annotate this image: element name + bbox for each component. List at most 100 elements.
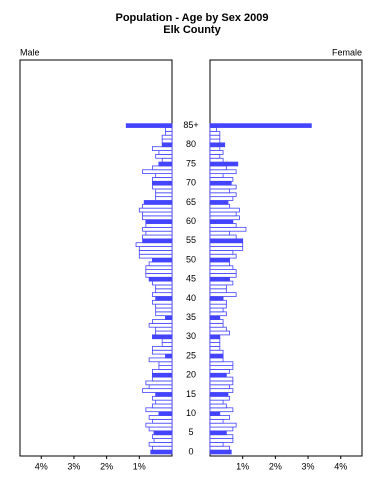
bar [209,150,224,155]
chart-subtitle: Elk County [163,24,221,36]
legend-female: Female [332,47,362,57]
x-tick-label: 3% [67,461,80,471]
bar [209,441,224,447]
bar [209,430,227,436]
bar [209,192,237,198]
bar [161,134,173,140]
bar [148,357,173,363]
bar [209,315,221,320]
bar [209,361,234,367]
bar [155,288,173,294]
age-label: 80 [186,139,196,149]
bar [142,388,173,393]
bar [142,169,173,174]
bar [151,319,173,324]
x-tick-label: 2% [269,461,282,471]
bar [209,169,237,174]
bar [209,280,234,286]
bar [155,188,173,194]
bar [145,265,173,271]
bar [209,449,232,455]
bar [161,157,173,163]
bar [209,196,234,201]
bar [209,138,221,144]
bar [155,153,173,159]
bar [209,180,232,186]
bar [145,422,173,428]
bar [143,200,173,205]
bar [209,349,224,355]
age-label: 50 [186,254,196,264]
bar [209,311,227,317]
bar [161,142,173,148]
bar [148,322,173,328]
bar [209,384,231,390]
bar [138,246,173,251]
bar [151,349,173,355]
bar [209,284,227,290]
bar [165,353,173,359]
legend-male: Male [20,47,40,57]
bar [209,226,247,232]
bar [161,138,173,144]
bar [209,403,227,409]
bar [155,330,173,336]
bar [158,161,173,167]
bar [151,180,173,186]
bar [158,361,173,367]
bar [209,353,224,359]
bar [155,284,173,290]
bar [209,265,234,271]
age-label: 20 [186,370,196,380]
bar [209,123,312,128]
bar [155,392,173,397]
bar [158,411,173,416]
bar [209,357,224,363]
bar [209,173,224,178]
bar [151,369,173,374]
bar [153,438,173,443]
bar [151,445,173,451]
bar [209,127,217,132]
bar [209,345,221,351]
bar [209,273,237,278]
bar [209,246,244,251]
bar [209,399,224,405]
bar [209,395,231,401]
bar [155,192,173,198]
bar [209,426,234,432]
bar [155,196,173,201]
age-label: 45 [186,274,196,284]
x-tick-label: 2% [100,461,113,471]
bar [209,184,237,190]
bar [209,238,244,244]
bar [209,434,234,439]
bar [209,165,227,171]
bar [209,269,237,274]
bar [148,384,173,390]
age-label: 85+ [183,120,198,130]
bar [209,188,231,194]
bar [209,307,224,313]
bar [209,207,240,213]
bar [165,315,173,320]
bar [209,418,224,424]
bar [209,369,231,374]
bar [158,365,173,370]
bar [209,326,227,332]
x-tick-label: 4% [334,461,347,471]
bar [135,242,173,247]
bar [138,249,173,255]
age-label: 30 [186,331,196,341]
bar [209,161,239,167]
bar [209,223,237,228]
bar [155,296,173,301]
bar [209,319,224,324]
bar [209,411,221,416]
bar [155,311,173,317]
bar [151,434,173,439]
bar [165,130,173,136]
bar [145,219,173,224]
bar [138,253,173,259]
